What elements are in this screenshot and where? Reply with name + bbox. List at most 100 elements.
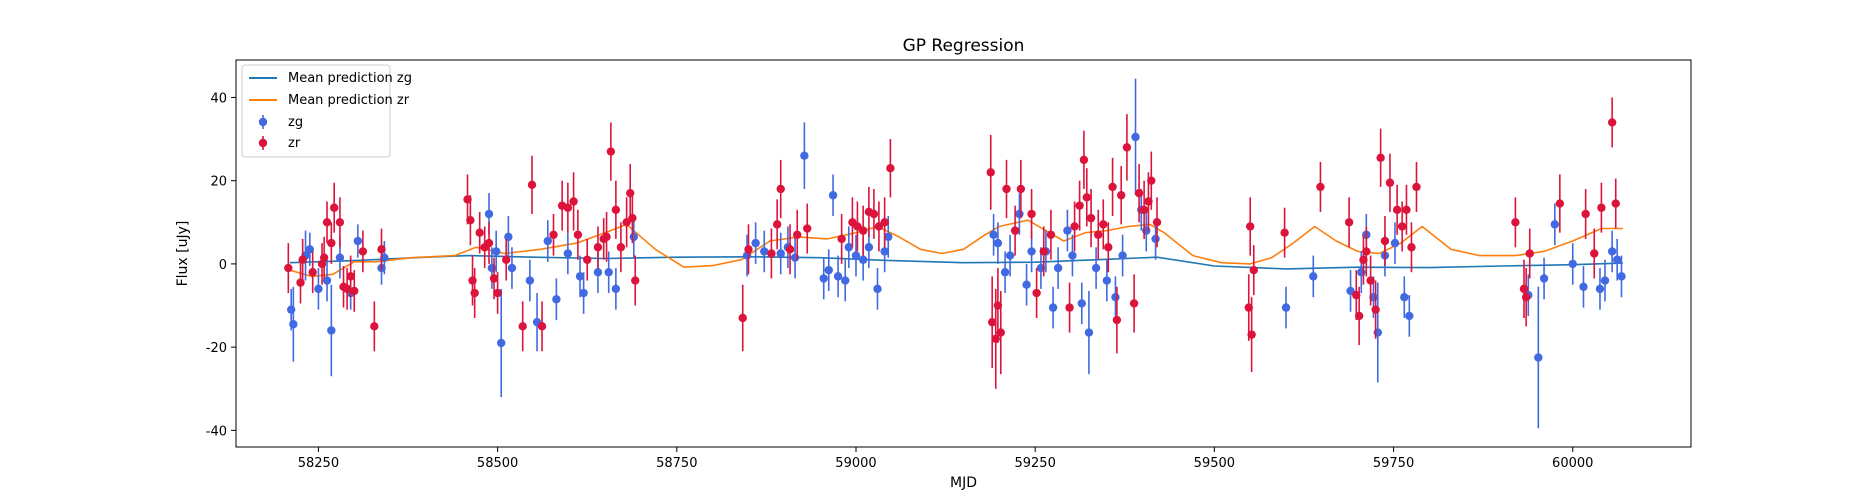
data-point-zr xyxy=(502,238,511,281)
data-point-zr xyxy=(573,209,583,260)
marker xyxy=(1511,218,1520,227)
data-point-zg xyxy=(841,259,850,302)
marker xyxy=(1550,220,1560,229)
data-point-zg xyxy=(1539,257,1549,300)
marker xyxy=(1039,247,1048,256)
marker xyxy=(1281,303,1291,312)
marker xyxy=(1595,284,1605,294)
x-tick-label: 58750 xyxy=(656,456,697,471)
marker xyxy=(507,263,517,273)
observation-points xyxy=(284,78,1626,429)
marker xyxy=(1116,191,1126,200)
marker xyxy=(1118,251,1127,260)
data-point-zr xyxy=(858,205,868,256)
data-point-zg xyxy=(1022,263,1031,306)
x-tick-label: 59250 xyxy=(1014,456,1055,471)
data-point-zr xyxy=(1002,159,1011,219)
marker xyxy=(828,191,838,200)
marker xyxy=(1152,218,1162,227)
data-point-zr xyxy=(803,203,812,254)
marker xyxy=(1371,305,1380,314)
marker xyxy=(833,272,843,281)
marker xyxy=(1309,272,1318,281)
marker xyxy=(1245,222,1255,231)
data-point-zr xyxy=(1247,297,1256,373)
legend: Mean prediction zg Mean prediction zr zg… xyxy=(241,64,412,158)
data-point-zr xyxy=(772,199,782,250)
marker xyxy=(1084,328,1094,337)
data-point-zg xyxy=(353,224,363,258)
data-point-zg xyxy=(327,284,336,377)
marker xyxy=(1521,292,1531,302)
legend-label-mean-zg: Mean prediction zg xyxy=(288,71,412,86)
marker xyxy=(583,255,592,264)
data-point-zr xyxy=(1376,128,1385,187)
marker xyxy=(502,255,511,264)
data-point-zr xyxy=(1245,197,1255,256)
data-point-zg xyxy=(1281,286,1291,329)
marker xyxy=(1392,205,1402,215)
legend-box xyxy=(241,64,391,158)
data-point-zr xyxy=(484,222,494,264)
data-point-zr xyxy=(1555,174,1565,233)
marker xyxy=(1581,209,1590,219)
data-point-zr xyxy=(1134,164,1144,223)
marker xyxy=(776,249,785,258)
marker xyxy=(350,286,359,296)
marker xyxy=(1147,176,1156,185)
data-point-zg xyxy=(873,268,882,310)
marker xyxy=(886,163,895,173)
marker xyxy=(1063,226,1072,235)
data-point-zr xyxy=(1380,216,1390,266)
marker xyxy=(760,247,769,256)
marker xyxy=(1534,353,1543,362)
y-tick-label: 0 xyxy=(219,258,227,273)
marker xyxy=(1611,199,1620,208)
legend-label-zg: zg xyxy=(288,115,303,130)
data-point-zr xyxy=(1611,178,1620,229)
data-point-zr xyxy=(358,230,368,273)
marker xyxy=(1027,209,1036,219)
marker xyxy=(744,245,753,254)
chart-title: GP Regression xyxy=(903,36,1025,56)
data-point-zg xyxy=(1091,247,1101,289)
marker xyxy=(1568,259,1577,269)
data-point-zr xyxy=(1016,159,1026,219)
data-point-zr xyxy=(776,159,785,219)
marker xyxy=(1000,268,1010,277)
data-point-zr xyxy=(986,134,995,210)
marker xyxy=(470,288,479,298)
marker xyxy=(543,236,552,246)
data-point-zr xyxy=(284,243,293,294)
marker xyxy=(322,218,332,227)
marker xyxy=(593,268,603,277)
data-point-zg xyxy=(552,278,561,321)
marker xyxy=(1129,299,1139,308)
data-point-zg xyxy=(1579,265,1588,308)
data-point-zr xyxy=(370,301,379,352)
marker xyxy=(1111,292,1120,302)
marker xyxy=(604,268,613,277)
marker xyxy=(484,209,494,219)
marker xyxy=(767,249,776,258)
data-point-zr xyxy=(1108,157,1117,217)
data-point-zr xyxy=(327,222,336,264)
data-point-zr xyxy=(322,201,332,244)
marker xyxy=(1316,182,1325,192)
marker xyxy=(800,151,809,160)
marker xyxy=(358,247,368,256)
marker xyxy=(772,220,782,229)
marker xyxy=(484,238,494,248)
data-point-zr xyxy=(1032,268,1041,318)
marker xyxy=(1046,230,1056,239)
data-point-zr xyxy=(308,251,317,294)
marker xyxy=(996,328,1005,337)
marker xyxy=(1094,230,1103,239)
data-point-zr xyxy=(1511,197,1520,248)
data-point-zr xyxy=(1010,205,1020,256)
marker xyxy=(1405,311,1414,321)
data-point-zr xyxy=(1371,280,1380,339)
marker xyxy=(525,276,535,285)
legend-swatch-zr xyxy=(258,136,268,150)
